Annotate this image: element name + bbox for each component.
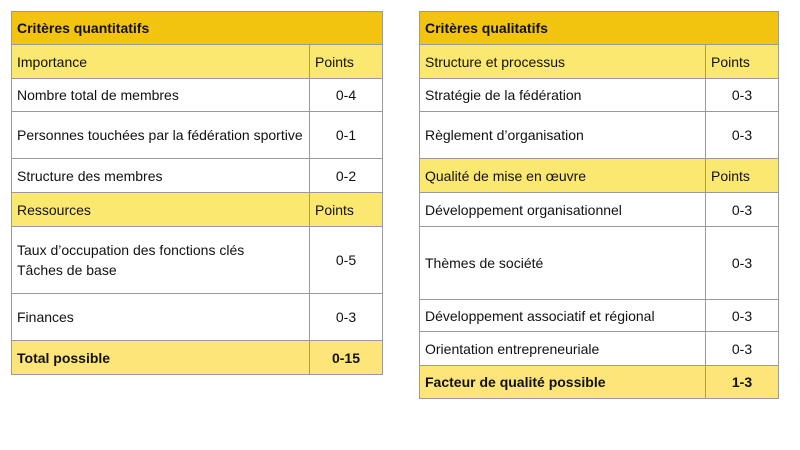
table-row: Finances 0-3	[11, 293, 383, 341]
points: 0-3	[705, 331, 779, 366]
table-row: Structure des membres 0-2	[11, 158, 383, 193]
points: 0-1	[309, 111, 383, 159]
points-header: Points	[309, 192, 383, 227]
table-row: Qualité de mise en œuvre Points	[419, 158, 779, 193]
total-label: Total possible	[11, 340, 310, 375]
points: 0-5	[309, 226, 383, 294]
points: 0-2	[309, 158, 383, 193]
table-row: Stratégie de la fédération 0-3	[419, 78, 779, 112]
table-row: Thèmes de société 0-3	[419, 226, 779, 300]
points: 0-3	[705, 192, 779, 227]
total-points: 0-15	[309, 340, 383, 375]
table-row: Ressources Points	[11, 192, 383, 227]
table-row: Structure et processus Points	[419, 44, 779, 79]
criterion: Taux d’occupation des fonctions clés Tâc…	[11, 226, 310, 294]
total-label: Facteur de qualité possible	[419, 365, 706, 399]
table-row: Personnes touchées par la fédération spo…	[11, 111, 383, 159]
section-header: Ressources	[11, 192, 310, 227]
qualitative-table: Critères qualitatifs Structure et proces…	[419, 11, 779, 399]
criterion: Orientation entrepreneuriale	[419, 331, 706, 366]
points-header: Points	[705, 158, 779, 193]
criterion: Structure des membres	[11, 158, 310, 193]
table-title: Critères quantitatifs	[11, 11, 383, 45]
table-row: Facteur de qualité possible 1-3	[419, 365, 779, 399]
table-title: Critères qualitatifs	[419, 11, 779, 45]
quantitative-table: Critères quantitatifs Importance Points N…	[11, 11, 383, 375]
table-row: Développement associatif et régional 0-3	[419, 299, 779, 332]
table-row: Orientation entrepreneuriale 0-3	[419, 331, 779, 366]
criterion: Stratégie de la fédération	[419, 78, 706, 112]
criterion: Règlement d’organisation	[419, 111, 706, 159]
criterion: Finances	[11, 293, 310, 341]
points: 0-3	[705, 299, 779, 332]
table-row: Développement organisationnel 0-3	[419, 192, 779, 227]
points-header: Points	[705, 44, 779, 79]
criterion: Développement organisationnel	[419, 192, 706, 227]
points: 0-3	[705, 226, 779, 300]
criterion: Thèmes de société	[419, 226, 706, 300]
table-row: Total possible 0-15	[11, 340, 383, 375]
points: 0-3	[705, 111, 779, 159]
section-header: Importance	[11, 44, 310, 79]
total-points: 1-3	[705, 365, 779, 399]
table-row: Nombre total de membres 0-4	[11, 78, 383, 112]
table-row: Importance Points	[11, 44, 383, 79]
criterion: Nombre total de membres	[11, 78, 310, 112]
title-row: Critères quantitatifs	[11, 11, 383, 45]
table-row: Taux d’occupation des fonctions clés Tâc…	[11, 226, 383, 294]
title-row: Critères qualitatifs	[419, 11, 779, 45]
points: 0-3	[705, 78, 779, 112]
points: 0-4	[309, 78, 383, 112]
table-row: Règlement d’organisation 0-3	[419, 111, 779, 159]
criterion: Développement associatif et régional	[419, 299, 706, 332]
criterion: Personnes touchées par la fédération spo…	[11, 111, 310, 159]
points: 0-3	[309, 293, 383, 341]
points-header: Points	[309, 44, 383, 79]
section-header: Structure et processus	[419, 44, 706, 79]
section-header: Qualité de mise en œuvre	[419, 158, 706, 193]
